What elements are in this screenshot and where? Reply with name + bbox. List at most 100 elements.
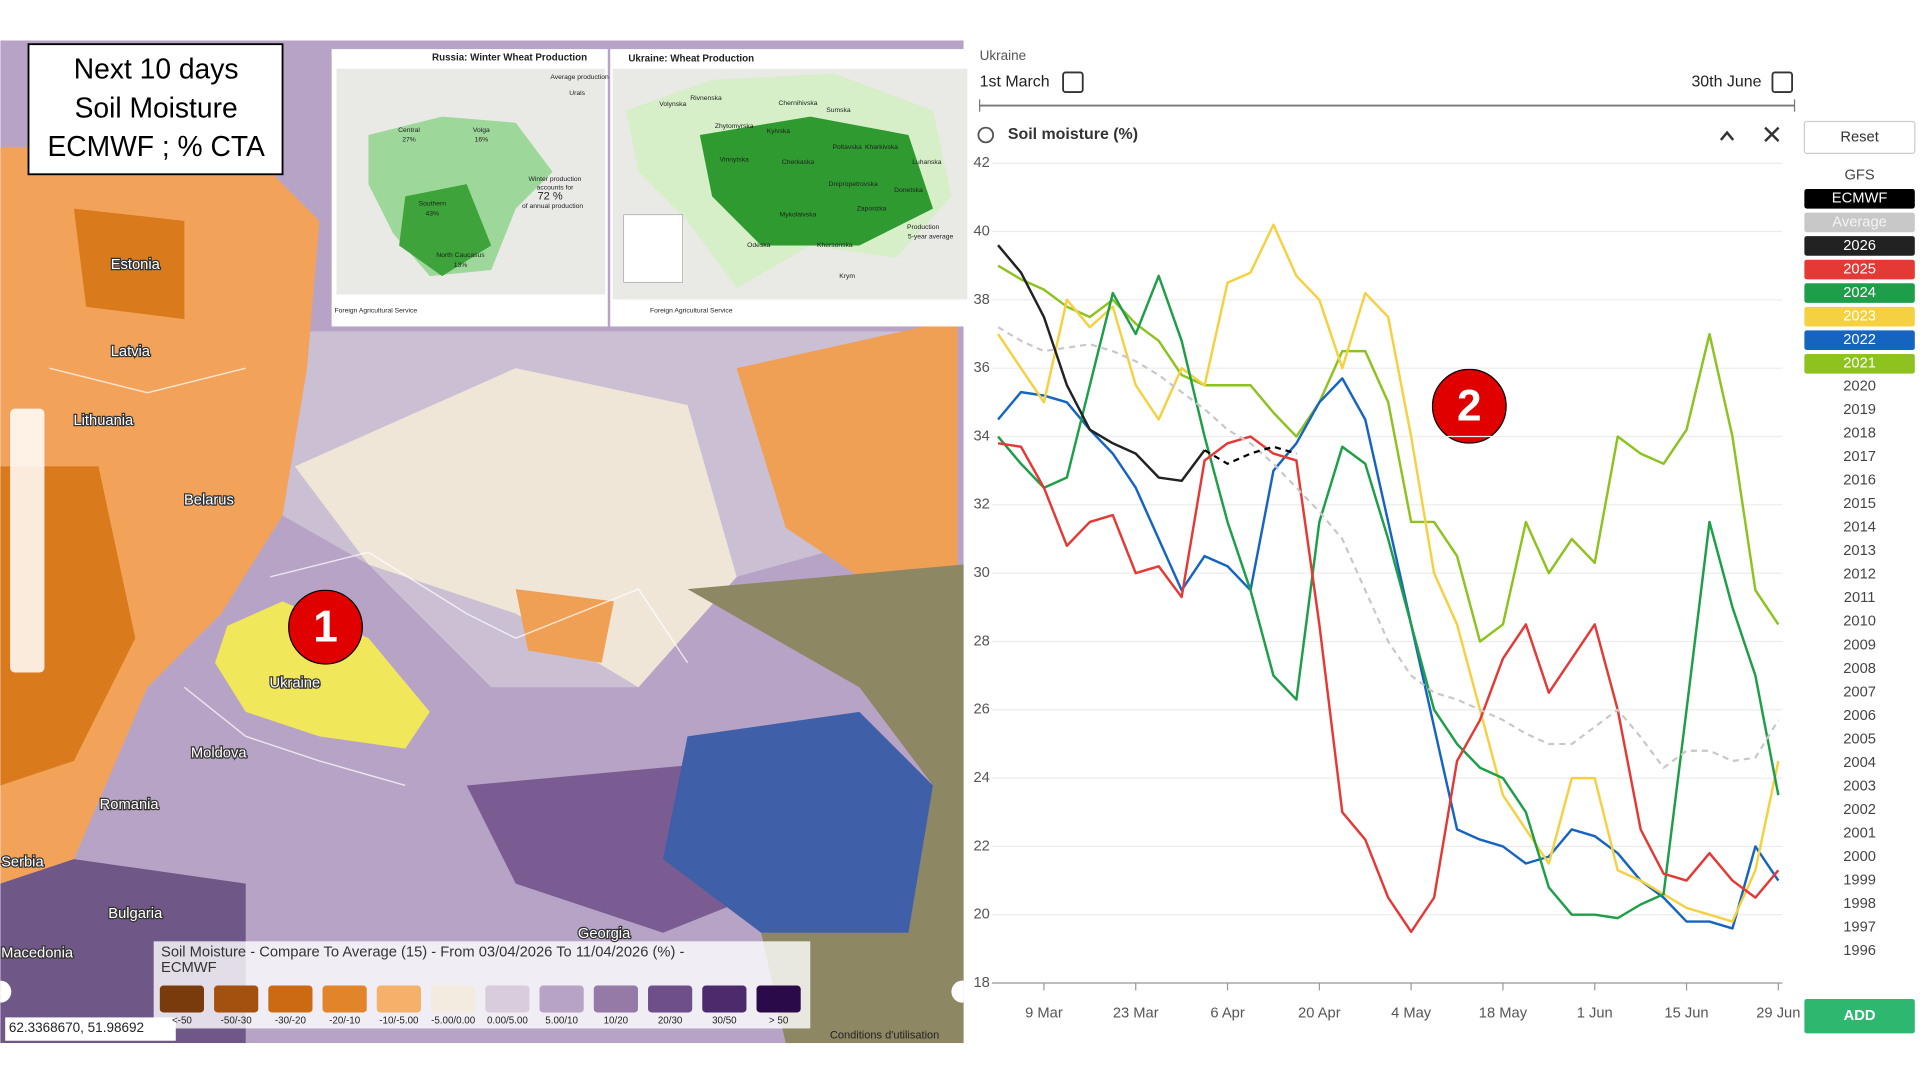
legend-item[interactable]: 2007	[1843, 684, 1876, 700]
legend-item[interactable]: 2002	[1843, 802, 1876, 818]
nav-right[interactable]	[951, 980, 973, 1003]
calendar-icon[interactable]	[1771, 71, 1794, 93]
legend-item[interactable]: 2011	[1844, 590, 1876, 606]
legend-button[interactable]	[1804, 259, 1915, 280]
legend-item[interactable]: 2005	[1843, 731, 1876, 747]
reset-label[interactable]: Reset	[1840, 129, 1878, 145]
close-button[interactable]	[1764, 126, 1780, 143]
legend-swatch	[593, 985, 638, 1013]
legend-item[interactable]: 1998	[1843, 896, 1876, 912]
legend-item[interactable]: 2016	[1843, 473, 1876, 489]
x-tick-label: 29 Jun	[1756, 1006, 1800, 1022]
legend-item[interactable]: 2023	[1843, 309, 1876, 325]
inset-label: North Caucasus	[436, 252, 485, 259]
y-tick-label: 26	[974, 702, 990, 718]
legend-box	[153, 941, 811, 1029]
legend-item[interactable]: 2022	[1843, 332, 1876, 348]
legend-item[interactable]: 2010	[1843, 614, 1876, 630]
legend-item[interactable]: 2013	[1843, 543, 1876, 559]
legend-item[interactable]: 1999	[1843, 873, 1876, 889]
inset-label: of annual production	[522, 203, 583, 210]
chart-title: Soil moisture (%)	[1008, 126, 1138, 143]
legend-item[interactable]: 2003	[1843, 778, 1876, 794]
marker-label: 1	[313, 602, 338, 651]
calendar-icon[interactable]	[1062, 71, 1084, 93]
legend-swatch	[431, 985, 476, 1013]
legend-item[interactable]: 2014	[1843, 520, 1876, 536]
x-tick-label: 18 May	[1479, 1006, 1528, 1022]
legend-item[interactable]: 2012	[1843, 567, 1876, 583]
x-tick-label: 9 Mar	[1025, 1006, 1063, 1022]
legend-item[interactable]: 2018	[1843, 426, 1876, 442]
legend-item[interactable]: 2024	[1843, 285, 1876, 301]
legend-item[interactable]: 2025	[1843, 261, 1876, 277]
inset-label: Luhanska	[912, 159, 942, 166]
chart-panel	[977, 71, 1916, 1034]
series-line	[997, 274, 1780, 920]
legend-item[interactable]: ECMWF	[1832, 191, 1888, 207]
place-label: Latvia	[111, 344, 151, 360]
place-label: Georgia	[578, 926, 631, 942]
legend-button[interactable]	[1804, 189, 1915, 209]
map-toolbar[interactable]	[10, 408, 45, 673]
legend-item[interactable]: 2004	[1843, 755, 1876, 771]
legend-item[interactable]: 2019	[1843, 402, 1876, 418]
series-line	[997, 435, 1780, 934]
series-line	[997, 223, 1780, 923]
legend-item[interactable]: 2020	[1843, 378, 1876, 394]
legend-item[interactable]: 2000	[1843, 849, 1876, 865]
inset-label: 43%	[426, 210, 440, 217]
add-label[interactable]: ADD	[1844, 1008, 1876, 1024]
place-label: Estonia	[111, 257, 161, 273]
legend-swatch	[539, 985, 584, 1013]
legend-item[interactable]: GFS	[1844, 167, 1874, 183]
legend-button[interactable]	[1804, 330, 1915, 351]
legend-item[interactable]: 2015	[1843, 496, 1876, 512]
y-tick-label: 32	[974, 497, 990, 513]
legend-title: Soil Moisture - Compare To Average (15) …	[161, 944, 684, 960]
inset-label: 72 %	[538, 190, 563, 202]
nav-left[interactable]	[0, 980, 12, 1003]
inset-label: Production	[907, 224, 940, 231]
inset-label: Krym	[839, 273, 855, 280]
selected-region[interactable]	[215, 601, 430, 749]
terrain	[687, 564, 964, 1044]
legend-button[interactable]	[1804, 236, 1915, 256]
overlay-text: Soil Moisture	[75, 91, 238, 123]
legend-button[interactable]	[1804, 212, 1915, 233]
legend-item[interactable]: 2026	[1843, 238, 1876, 254]
collapse-button[interactable]	[1719, 130, 1735, 141]
inset-label: Kyivska	[767, 128, 791, 135]
end-date: 30th June	[1691, 73, 1761, 90]
legend-item[interactable]: 1997	[1843, 920, 1876, 936]
overlay-text: Next 10 days	[74, 53, 239, 85]
inset-label: Urals	[569, 90, 585, 97]
legend-item[interactable]: 2017	[1843, 449, 1876, 465]
x-tick-label: 1 Jun	[1577, 1006, 1613, 1022]
legend-item[interactable]: 2021	[1843, 356, 1876, 372]
y-tick-label: 40	[974, 223, 990, 239]
legend-item[interactable]: 2009	[1843, 637, 1876, 653]
place-label: Lithuania	[73, 413, 134, 429]
region	[294, 368, 737, 688]
attribution: Conditions d'utilisation	[830, 1030, 939, 1042]
inset-label: Kharkivska	[865, 144, 898, 151]
y-tick-label: 24	[974, 770, 990, 786]
legend-item[interactable]: 1996	[1843, 943, 1876, 959]
legend-button[interactable]	[1804, 306, 1915, 327]
inset-label: Zaporizka	[857, 205, 887, 212]
y-tick-label: 28	[974, 633, 990, 649]
legend-item[interactable]: 2001	[1843, 825, 1876, 841]
region	[73, 208, 185, 320]
y-tick-label: 42	[974, 155, 990, 171]
legend-item[interactable]: 2008	[1843, 661, 1876, 677]
legend-item[interactable]: Average	[1832, 214, 1887, 230]
legend-item[interactable]: 2006	[1843, 708, 1876, 724]
add-button[interactable]	[1804, 999, 1915, 1034]
border	[49, 367, 689, 787]
reset-button[interactable]	[1803, 120, 1916, 155]
globe-icon	[977, 126, 995, 144]
legend-button[interactable]	[1804, 353, 1915, 374]
legend-button[interactable]	[1804, 283, 1915, 303]
